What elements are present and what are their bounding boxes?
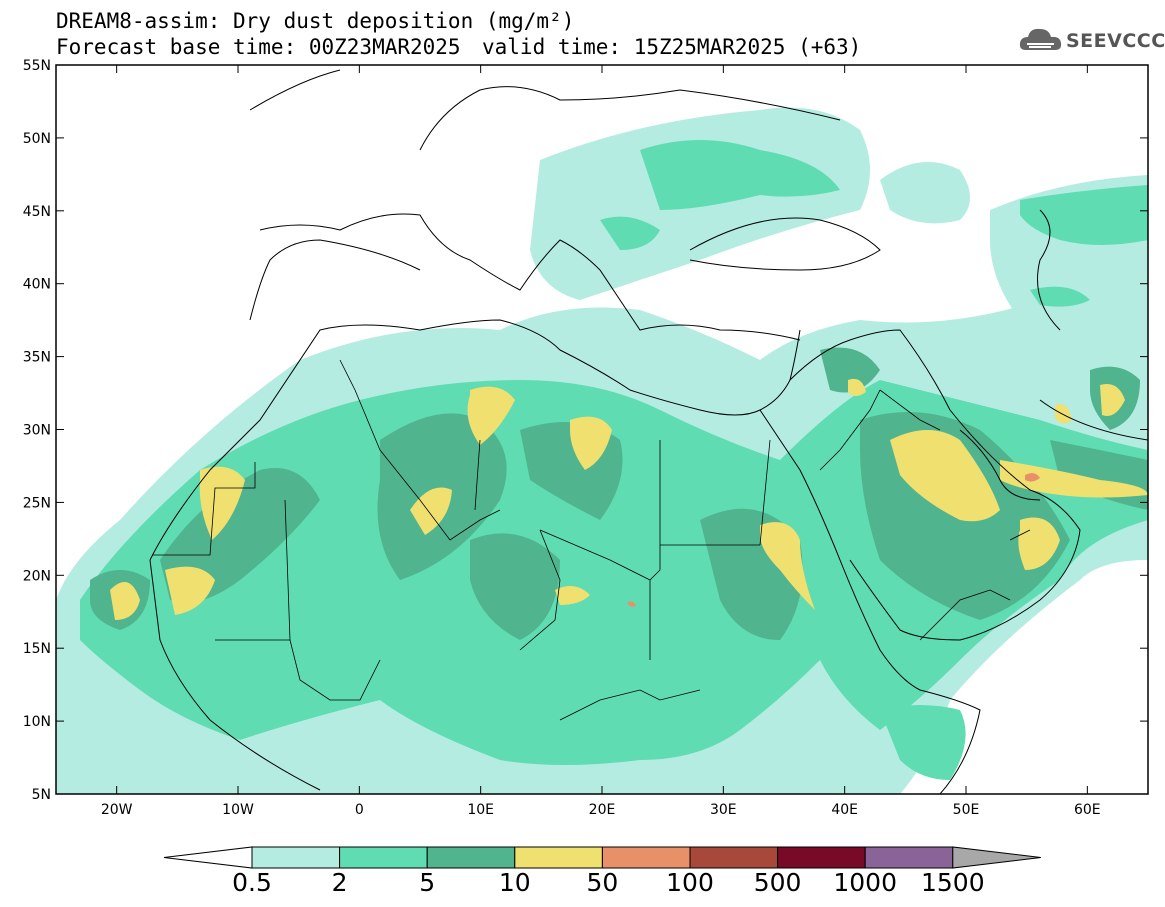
colorbar-under-triangle [163,846,253,869]
forecast-base-time: Forecast base time: 00Z23MAR2025 [56,35,461,59]
lat-tick-label: 50N [23,131,51,147]
lat-tick-label: 45N [23,204,51,220]
lon-tick-label: 40E [831,802,858,818]
colorbar-swatch [689,846,779,869]
colorbar-level-label: 50 [586,868,619,897]
colorbar-swatch [601,846,691,869]
cloud-icon [1019,28,1062,50]
lon-tick-label: 50E [953,802,980,818]
colorbar-level-label: 1500 [920,868,985,897]
colorbar-swatch [339,846,428,869]
colorbar-level-label: 0.5 [232,868,272,897]
seevccc-logo: SEEVCCC [1018,22,1165,58]
lon-tick-label: 30E [710,802,737,818]
colorbar-swatch [426,846,516,869]
colorbar-level-label: 2 [331,868,348,897]
colorbar-level-label: 1000 [833,868,897,897]
lon-tick-label: 20E [589,802,616,818]
lat-tick-label: 35N [23,350,51,366]
dust-field [56,107,1148,794]
valid-time: valid time: 15Z25MAR2025 (+63) [482,35,862,59]
lat-tick-label: 40N [23,277,51,293]
colorbar-level-label: 100 [666,868,714,897]
lat-tick-label: 25N [23,495,51,511]
lat-tick-label: 10N [23,714,51,730]
colorbar-level-label: 500 [753,868,802,897]
colorbar [163,846,1041,869]
lat-tick-label: 30N [23,423,51,439]
colorbar-swatch [251,846,341,869]
colorbar-swatch [777,846,866,869]
lat-tick-label: 15N [23,641,51,657]
lat-tick-label: 20N [23,568,51,584]
coastlines [149,69,1148,794]
lon-tick-label: 60E [1074,802,1101,818]
colorbar-swatch [864,846,954,869]
lat-tick-label: 55N [23,58,51,74]
lon-tick-label: 10W [222,802,254,818]
lon-tick-label: 0 [355,802,364,818]
logo-text: SEEVCCC [1066,30,1165,52]
colorbar-level-label: 5 [419,868,436,897]
colorbar-over-triangle [952,846,1041,869]
lat-tick-label: 5N [32,787,51,803]
lon-tick-label: 10E [467,802,494,818]
map-title: DREAM8-assim: Dry dust deposition (mg/m²… [56,9,575,33]
axis-ticks: 5N 10N 15N 20N 25N 30N 35N 40N 45N 50N 55N 20W 10W 0 1… [23,58,1148,818]
colorbar-swatch [514,846,603,869]
colorbar-level-label: 10 [498,868,531,897]
lon-tick-label: 20W [101,802,133,818]
country-borders [152,359,1031,721]
